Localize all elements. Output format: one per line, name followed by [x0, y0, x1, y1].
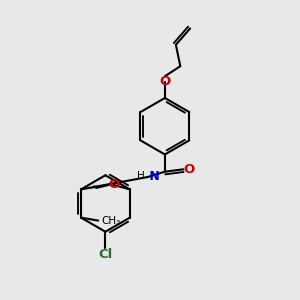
Text: O: O [108, 178, 119, 191]
Text: O: O [183, 163, 194, 176]
Text: N: N [145, 170, 160, 183]
Text: methoxy: methoxy [91, 187, 98, 188]
Text: methoxy: methoxy [91, 187, 97, 188]
Text: Cl: Cl [98, 248, 112, 260]
Text: H: H [137, 172, 145, 182]
Text: CH₃: CH₃ [102, 216, 121, 226]
Text: methoxy: methoxy [93, 185, 100, 186]
Text: O: O [159, 75, 170, 88]
